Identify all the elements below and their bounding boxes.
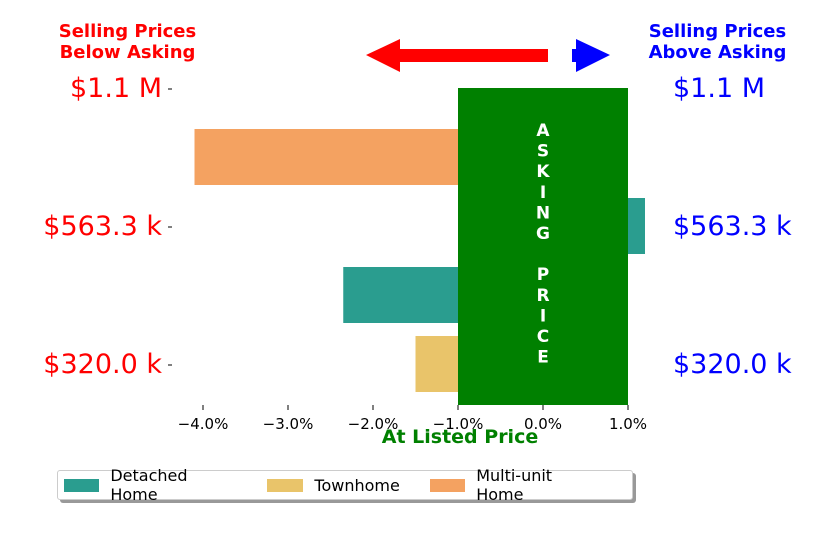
- right-arrow-icon: [572, 39, 610, 72]
- x-tick-label-5: 1.0%: [609, 415, 647, 433]
- asking-letter-10: C: [537, 327, 549, 347]
- price-right-low: $320.0 k: [673, 349, 792, 380]
- asking-letter-3: I: [540, 183, 546, 203]
- asking-letter-11: E: [537, 348, 549, 368]
- above-asking-header: Selling Prices Above Asking: [620, 21, 815, 63]
- x-tick-label-2: −2.0%: [348, 415, 399, 433]
- below-asking-line1: Selling Prices: [58, 21, 197, 42]
- price-right-mid: $563.3 k: [673, 211, 792, 242]
- legend-label-multi: Multi-unit Home: [476, 466, 553, 504]
- legend-item-detached: Detached Home: [64, 466, 237, 504]
- legend-swatch-multi: [429, 478, 466, 492]
- legend-item-townhome: Townhome: [267, 475, 400, 495]
- asking-price-band: [458, 88, 628, 405]
- left-arrow-icon: [366, 39, 548, 72]
- legend-label-townhome: Townhome: [314, 475, 400, 495]
- legend-swatch-townhome: [267, 478, 304, 492]
- asking-letter-8: R: [536, 286, 549, 306]
- x-axis-label: At Listed Price: [381, 426, 539, 448]
- legend-label-detached: Detached Home: [110, 466, 188, 504]
- legend-item-multi: Multi-unit Home: [429, 466, 602, 504]
- x-tick-label-4: 0.0%: [524, 415, 562, 433]
- asking-letter-1: S: [537, 142, 549, 162]
- asking-letter-2: K: [536, 162, 550, 182]
- legend-swatch-detached: [64, 478, 100, 492]
- above-asking-line1: Selling Prices: [648, 21, 787, 42]
- asking-letter-9: I: [540, 306, 546, 326]
- price-left-mid: $563.3 k: [43, 211, 162, 242]
- x-tick-label-0: −4.0%: [178, 415, 229, 433]
- below-asking-line2: Below Asking: [59, 42, 196, 63]
- below-asking-header: Selling Prices Below Asking: [30, 21, 225, 63]
- price-right-high: $1.1 M: [673, 73, 765, 104]
- legend: Detached Home Townhome Multi-unit Home: [57, 466, 633, 504]
- asking-letter-5: G: [536, 224, 550, 244]
- price-left-low: $320.0 k: [43, 349, 162, 380]
- asking-letter-0: A: [536, 121, 550, 141]
- price-left-high: $1.1 M: [70, 73, 162, 104]
- above-asking-line2: Above Asking: [648, 42, 787, 63]
- asking-letter-7: P: [537, 265, 549, 285]
- asking-letter-4: N: [536, 203, 550, 223]
- x-tick-label-1: −3.0%: [263, 415, 314, 433]
- x-tick-label-3: −1.0%: [433, 415, 484, 433]
